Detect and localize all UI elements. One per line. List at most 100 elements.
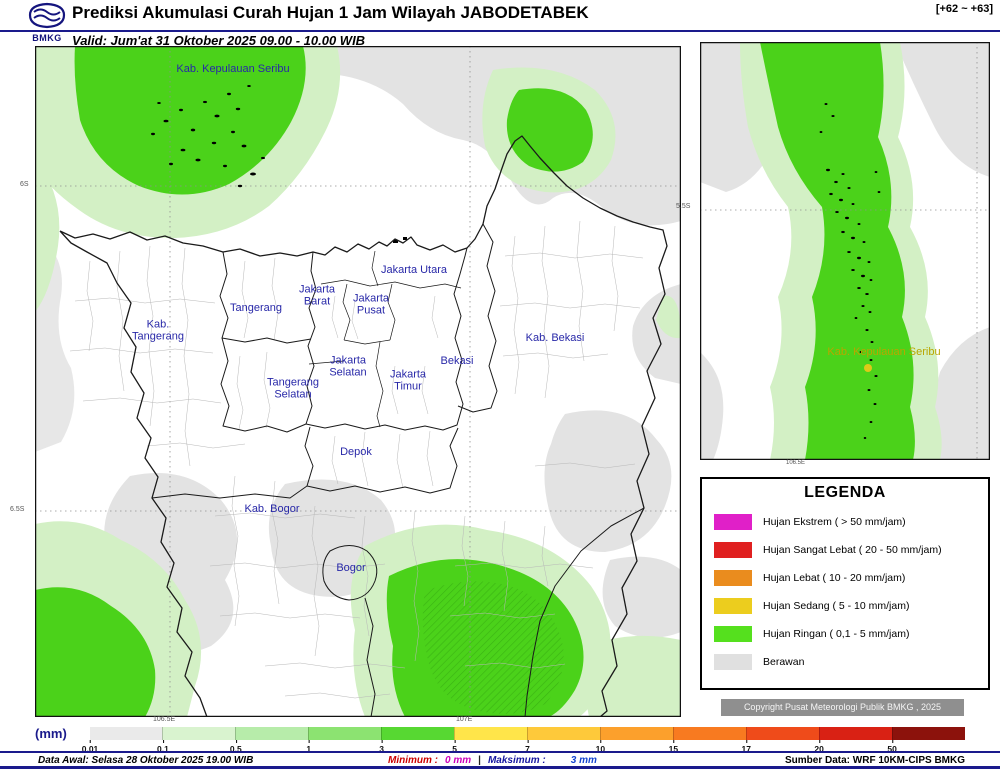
- inset-rain-core-band: [760, 42, 915, 460]
- map-label-kab-tangerang: Kab. Tangerang: [132, 318, 184, 343]
- inset-map-frame: [700, 42, 990, 460]
- legend-label-ekstrem: Hujan Ekstrem ( > 50 mm/jam): [763, 516, 906, 528]
- colorbar-segment: [819, 727, 892, 740]
- colorbar-segment: [381, 727, 454, 740]
- colorbar-tick: 50: [887, 740, 897, 754]
- colorbar-tick: 0.5: [229, 740, 242, 754]
- colorbar-tick: 20: [814, 740, 824, 754]
- main-map-xtick-106-5e: 106.5E: [153, 716, 176, 723]
- colorbar: (mm) 0.01 0.1 0.5 1 3 5 7 10 15 17 20 5: [30, 724, 970, 754]
- district-lines: [69, 220, 644, 699]
- grid-lines: [35, 46, 681, 717]
- legend-title: LEGENDA: [804, 484, 886, 501]
- inset-label-kab-kepulauan-seribu: Kab. Kepulauan Seribu: [827, 346, 941, 358]
- colorbar-tick: 0.1: [156, 740, 169, 754]
- legend-swatch-ekstrem: [714, 514, 752, 530]
- bmkg-logo: BMKG: [24, 1, 70, 43]
- legend-row-lebat: Hujan Lebat ( 10 - 20 mm/jam): [714, 570, 976, 586]
- legend-row-sedang: Hujan Sedang ( 5 - 10 mm/jam): [714, 598, 976, 614]
- map-label-kab-bogor: Kab. Bogor: [244, 502, 300, 515]
- colorbar-segment: [235, 727, 308, 740]
- hatched-rain-area: [422, 581, 564, 714]
- legend-row-ekstrem: Hujan Ekstrem ( > 50 mm/jam): [714, 514, 976, 530]
- legend-label-lebat: Hujan Lebat ( 10 - 20 mm/jam): [763, 572, 906, 584]
- main-map-ytick-6s: 6S: [20, 181, 29, 188]
- maksimum-label: Maksimum :: [487, 755, 546, 766]
- main-map: [35, 46, 681, 717]
- colorbar-tick: 3: [379, 740, 385, 754]
- legend-swatch-lebat: [714, 570, 752, 586]
- legend-swatch-sangat-lebat: [714, 542, 752, 558]
- colorbar-tick: 15: [668, 740, 679, 754]
- bottom-border: [0, 766, 1000, 769]
- map-label-jakarta-barat: Jakarta Barat: [298, 283, 336, 308]
- colorbar-segment: [892, 727, 965, 740]
- inset-map: [700, 42, 990, 460]
- map-label-jakarta-utara: Jakarta Utara: [380, 263, 448, 276]
- map-label-tangerang-selatan: Tangerang Selatan: [267, 376, 319, 401]
- legend-row-sangat-lebat: Hujan Sangat Lebat ( 20 - 50 mm/jam): [714, 542, 976, 558]
- map-label-jakarta-timur: Jakarta Timur: [389, 368, 427, 393]
- map-label-kab-kepulauan-seribu: Kab. Kepulauan Seribu: [176, 62, 290, 75]
- main-map-xtick-107e: 107E: [456, 716, 473, 723]
- bmkg-logo-text: BMKG: [32, 33, 62, 43]
- colorbar-tick: 1: [306, 740, 312, 754]
- min-max-text: Minimum : 0 mm | Maksimum : 3 mm: [388, 755, 597, 766]
- legend-row-berawan: Berawan: [714, 654, 976, 670]
- map-label-jakarta-selatan: Jakarta Selatan: [329, 354, 367, 379]
- maksimum-value: 3 mm: [570, 755, 597, 766]
- legend-panel: LEGENDA Hujan Ekstrem ( > 50 mm/jam) Huj…: [700, 477, 990, 690]
- inset-ytick-5-5s: 5.5S: [676, 203, 691, 210]
- map-label-jakarta-pusat: Jakarta Pusat: [352, 292, 390, 317]
- legend-swatch-berawan: [714, 654, 752, 670]
- legend-label-sedang: Hujan Sedang ( 5 - 10 mm/jam): [763, 600, 910, 612]
- colorbar-segment: [90, 727, 162, 740]
- colorbar-segment: [454, 727, 527, 740]
- colorbar-segment: [527, 727, 600, 740]
- page-title: Prediksi Akumulasi Curah Hujan 1 Jam Wil…: [72, 3, 589, 22]
- colorbar-unit-label: (mm): [35, 726, 67, 741]
- colorbar-segment: [746, 727, 819, 740]
- inset-grid-lines: [700, 42, 990, 460]
- colorbar-segment: [673, 727, 746, 740]
- inset-xtick-106-5e: 106.5E: [786, 460, 806, 466]
- colorbar-tick: 17: [741, 740, 751, 754]
- forecast-hour-range: [+62 ~ +63]: [935, 3, 993, 15]
- legend-swatch-ringan: [714, 626, 752, 642]
- map-label-kab-bekasi: Kab. Bekasi: [525, 331, 585, 344]
- data-awal-text: Data Awal: Selasa 28 Oktober 2025 19.00 …: [38, 755, 254, 766]
- legend-swatch-sedang: [714, 598, 752, 614]
- minimum-value: 0 mm: [445, 755, 472, 766]
- colorbar-segment: [162, 727, 235, 740]
- main-map-svg: [35, 46, 681, 717]
- colorbar-gradient: 0.01 0.1 0.5 1 3 5 7 10 15 17 20 50: [82, 727, 965, 754]
- map-label-bogor: Bogor: [336, 561, 366, 574]
- valid-time-subtitle: Valid: Jum'at 31 Oktober 2025 09.00 - 10…: [72, 33, 366, 48]
- copyright-bar: Copyright Pusat Meteorologi Publik BMKG …: [721, 699, 964, 716]
- colorbar-tick: 0.01: [81, 740, 99, 754]
- footer-divider: [0, 751, 1000, 753]
- legend-label-sangat-lebat: Hujan Sangat Lebat ( 20 - 50 mm/jam): [763, 544, 942, 556]
- admin-boundaries: [59, 135, 668, 717]
- colorbar-tick: 7: [525, 740, 530, 754]
- bmkg-logo-icon: [28, 2, 66, 29]
- inset-map-svg: [700, 42, 990, 460]
- legend-label-berawan: Berawan: [763, 656, 805, 668]
- minimum-label: Minimum :: [388, 755, 438, 766]
- min-max-separator: |: [478, 755, 481, 766]
- main-map-frame: [35, 46, 681, 717]
- map-label-bekasi: Bekasi: [440, 354, 474, 367]
- islands: [151, 85, 407, 243]
- main-map-ytick-6-5s: 6.5S: [10, 506, 25, 513]
- colorbar-tick: 10: [595, 740, 606, 754]
- header-divider: [0, 30, 1000, 32]
- map-label-tangerang: Tangerang: [230, 301, 282, 314]
- legend-label-ringan: Hujan Ringan ( 0,1 - 5 mm/jam): [763, 628, 910, 640]
- map-label-depok: Depok: [340, 445, 372, 458]
- inset-moderate-rain-spot: [864, 364, 872, 372]
- legend-row-ringan: Hujan Ringan ( 0,1 - 5 mm/jam): [714, 626, 976, 642]
- colorbar-segment: [600, 727, 673, 740]
- colorbar-tick: 5: [452, 740, 457, 754]
- inset-islands: [819, 103, 881, 439]
